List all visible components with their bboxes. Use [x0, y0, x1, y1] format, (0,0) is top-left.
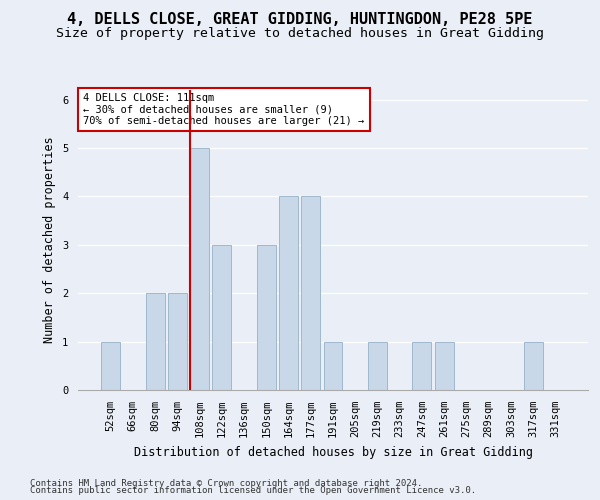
Text: Contains public sector information licensed under the Open Government Licence v3: Contains public sector information licen… — [30, 486, 476, 495]
Bar — [146, 293, 164, 390]
X-axis label: Distribution of detached houses by size in Great Gidding: Distribution of detached houses by size … — [133, 446, 533, 458]
Bar — [524, 342, 542, 390]
Bar — [301, 196, 320, 390]
Text: 4, DELLS CLOSE, GREAT GIDDING, HUNTINGDON, PE28 5PE: 4, DELLS CLOSE, GREAT GIDDING, HUNTINGDO… — [67, 12, 533, 28]
Bar — [368, 342, 387, 390]
Text: Contains HM Land Registry data © Crown copyright and database right 2024.: Contains HM Land Registry data © Crown c… — [30, 478, 422, 488]
Bar — [168, 293, 187, 390]
Text: 4 DELLS CLOSE: 111sqm
← 30% of detached houses are smaller (9)
70% of semi-detac: 4 DELLS CLOSE: 111sqm ← 30% of detached … — [83, 93, 364, 126]
Bar — [435, 342, 454, 390]
Bar — [412, 342, 431, 390]
Y-axis label: Number of detached properties: Number of detached properties — [43, 136, 56, 344]
Bar — [190, 148, 209, 390]
Text: Size of property relative to detached houses in Great Gidding: Size of property relative to detached ho… — [56, 28, 544, 40]
Bar — [101, 342, 120, 390]
Bar — [257, 245, 276, 390]
Bar — [323, 342, 343, 390]
Bar — [212, 245, 231, 390]
Bar — [279, 196, 298, 390]
